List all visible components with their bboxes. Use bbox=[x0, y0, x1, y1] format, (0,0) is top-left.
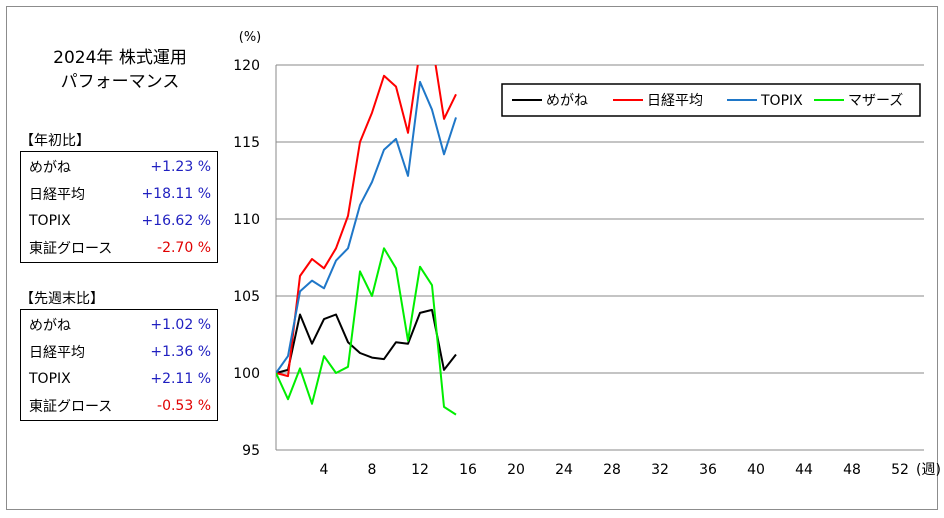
legend-label: マザーズ bbox=[848, 93, 903, 109]
x-tick-label: 32 bbox=[651, 462, 669, 478]
chart-title: 2024年 株式運用 パフォーマンス bbox=[20, 46, 220, 94]
legend-box bbox=[501, 83, 921, 117]
table-row: 東証グロース -2.70 % bbox=[21, 234, 217, 261]
chart-frame bbox=[6, 6, 938, 510]
x-tick-label: 8 bbox=[368, 462, 377, 478]
y-tick-label: 110 bbox=[233, 212, 260, 228]
legend-label: 日経平均 bbox=[647, 93, 703, 109]
row-value: -0.53 % bbox=[157, 397, 211, 414]
table-row: 日経平均 +18.11 % bbox=[21, 180, 217, 207]
row-name: めがね bbox=[29, 159, 71, 176]
row-name: めがね bbox=[29, 317, 71, 334]
row-name: 日経平均 bbox=[29, 344, 85, 361]
series-line bbox=[276, 247, 457, 416]
y-axis-unit: (%) bbox=[239, 30, 262, 45]
row-value: +18.11 % bbox=[141, 185, 211, 202]
y-tick-label: 115 bbox=[233, 135, 260, 151]
y-tick-label: 105 bbox=[233, 289, 260, 305]
wow-label: 【先週末比】 bbox=[20, 291, 104, 307]
x-tick-label: 4 bbox=[320, 462, 329, 478]
row-value: +16.62 % bbox=[141, 212, 211, 229]
legend-label: めがね bbox=[546, 93, 588, 109]
legend: めがね 日経平均 TOPIX マザーズ bbox=[501, 83, 921, 117]
table-row: TOPIX +2.11 % bbox=[21, 365, 217, 392]
row-name: TOPIX bbox=[29, 212, 71, 229]
table-row: 東証グロース -0.53 % bbox=[21, 392, 217, 419]
row-name: 日経平均 bbox=[29, 186, 85, 203]
x-tick-label: 36 bbox=[699, 462, 717, 478]
x-axis-unit: (週) bbox=[916, 462, 941, 478]
y-tick-label: 95 bbox=[242, 443, 260, 459]
y-tick-label: 120 bbox=[233, 58, 260, 74]
row-name: 東証グロース bbox=[29, 398, 113, 415]
x-tick-label: 16 bbox=[459, 462, 477, 478]
series-line bbox=[276, 65, 457, 378]
x-tick-label: 24 bbox=[555, 462, 573, 478]
legend-label: TOPIX bbox=[760, 93, 803, 109]
wow-table: めがね +1.02 % 日経平均 +1.36 % TOPIX +2.11 % 東… bbox=[20, 309, 218, 421]
title-line-1: 2024年 株式運用 bbox=[53, 48, 187, 68]
table-row: TOPIX +16.62 % bbox=[21, 207, 217, 234]
x-tick-label: 28 bbox=[603, 462, 621, 478]
title-line-2: パフォーマンス bbox=[60, 72, 180, 92]
table-row: めがね +1.23 % bbox=[21, 153, 217, 180]
x-tick-label: 20 bbox=[507, 462, 525, 478]
table-row: 日経平均 +1.36 % bbox=[21, 338, 217, 365]
x-tick-label: 44 bbox=[795, 462, 813, 478]
row-value: -2.70 % bbox=[157, 239, 211, 256]
x-tick-label: 52 bbox=[891, 462, 909, 478]
row-value: +1.36 % bbox=[150, 343, 211, 360]
ytd-table: めがね +1.23 % 日経平均 +18.11 % TOPIX +16.62 %… bbox=[20, 151, 218, 263]
row-value: +2.11 % bbox=[150, 370, 211, 387]
row-name: TOPIX bbox=[29, 370, 71, 387]
row-value: +1.23 % bbox=[150, 158, 211, 175]
ytd-label: 【年初比】 bbox=[20, 133, 90, 149]
x-tick-label: 40 bbox=[747, 462, 765, 478]
row-value: +1.02 % bbox=[150, 316, 211, 333]
series-line bbox=[276, 308, 457, 374]
y-tick-label: 100 bbox=[233, 366, 260, 382]
table-row: めがね +1.02 % bbox=[21, 311, 217, 338]
series-line bbox=[276, 80, 457, 374]
x-tick-label: 12 bbox=[411, 462, 429, 478]
row-name: 東証グロース bbox=[29, 240, 113, 257]
x-tick-label: 48 bbox=[843, 462, 861, 478]
